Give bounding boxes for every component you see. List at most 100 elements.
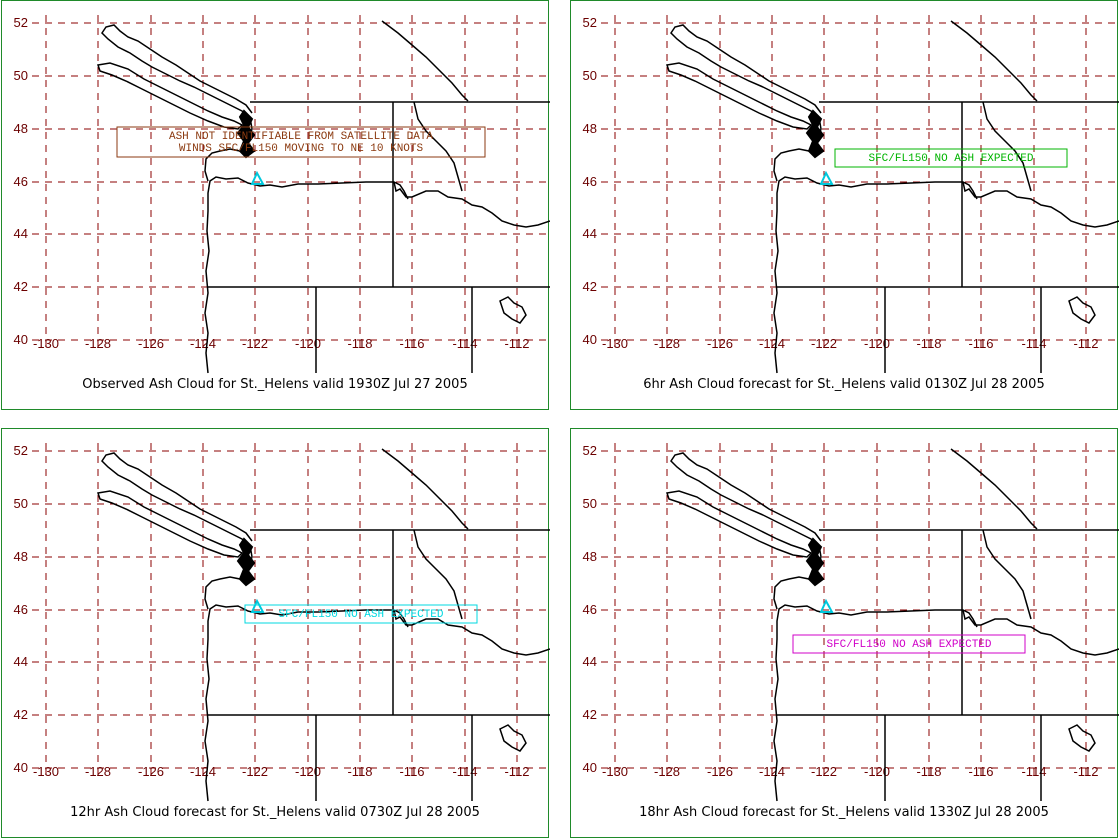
lon-label: -112 xyxy=(1073,336,1098,351)
lat-label: 42 xyxy=(14,707,28,722)
vancouver-island xyxy=(97,62,244,130)
lon-label: -118 xyxy=(916,336,941,351)
lake-outline xyxy=(1068,724,1096,752)
lat-label: 52 xyxy=(583,15,597,30)
ash-panel-18hr: 52 50 48 46 44 42 40 -130 -128 -126 -124 -122 -120 -1… xyxy=(570,428,1119,838)
lat-label: 44 xyxy=(583,654,597,669)
lat-label: 42 xyxy=(14,279,28,294)
lon-label: -124 xyxy=(759,336,785,351)
lon-label: -122 xyxy=(242,764,268,779)
lat-label: 46 xyxy=(583,174,597,189)
map-boundary xyxy=(773,176,978,374)
lat-label: 44 xyxy=(583,226,597,241)
lon-label: -124 xyxy=(190,336,216,351)
lon-label: -118 xyxy=(347,336,372,351)
lat-label: 40 xyxy=(583,332,597,347)
map-boundary xyxy=(393,609,550,656)
lat-label: 48 xyxy=(583,121,597,136)
lon-label: -130 xyxy=(602,336,628,351)
map-boundary xyxy=(773,604,978,802)
lon-label: -116 xyxy=(399,764,424,779)
map-boundary xyxy=(962,181,1119,228)
lat-label: 44 xyxy=(14,654,28,669)
lon-label: -120 xyxy=(295,336,321,351)
map-6hr: 52 50 48 46 44 42 40 -130 -128 -126 -124 -122 -120 -1… xyxy=(583,15,1119,374)
lon-label: -128 xyxy=(85,764,111,779)
lon-label: -122 xyxy=(811,336,837,351)
ash-message-box xyxy=(834,148,1068,168)
lat-label: 42 xyxy=(583,707,597,722)
lon-label: -122 xyxy=(811,764,837,779)
lon-label: -128 xyxy=(85,336,111,351)
map-observed: 52 50 48 46 44 42 40 -130 -128 -126 -124 -122 -120 -1… xyxy=(14,15,550,374)
lon-label: -124 xyxy=(759,764,785,779)
ash-message-text: SFC/FL150 NO ASH EXPECTED xyxy=(278,609,443,621)
volcano-icon xyxy=(819,598,834,613)
lon-label: -126 xyxy=(707,336,733,351)
map-boundary xyxy=(670,452,822,610)
lake-outline xyxy=(499,724,527,752)
volcano-icon xyxy=(250,598,265,613)
panel-caption: 6hr Ash Cloud forecast for St._Helens va… xyxy=(643,377,1045,392)
panel-caption: 12hr Ash Cloud forecast for St._Helens v… xyxy=(70,805,480,820)
lon-label: -112 xyxy=(1073,764,1098,779)
map-boundary xyxy=(950,20,1038,102)
ash-panel-12hr: 52 50 48 46 44 42 40 -130 -128 -126 -124 -122 -120 -1… xyxy=(1,428,550,838)
lon-label: -114 xyxy=(1021,764,1046,779)
lon-label: -112 xyxy=(504,336,529,351)
ash-message-text: SFC/FL150 NO ASH EXPECTED xyxy=(826,639,991,651)
lon-label: -130 xyxy=(602,764,628,779)
volcano-icon xyxy=(250,170,265,185)
lon-label: -120 xyxy=(864,764,890,779)
map-boundary xyxy=(982,101,1032,192)
panel-caption: 18hr Ash Cloud forecast for St._Helens v… xyxy=(639,805,1049,820)
map-boundary xyxy=(413,529,463,620)
lon-label: -128 xyxy=(654,336,680,351)
ash-panel-observed: 52 50 48 46 44 42 40 -130 -128 -126 -124 -122 -120 -1… xyxy=(1,0,550,410)
lat-label: 48 xyxy=(14,121,28,136)
map-boundary xyxy=(670,24,822,182)
puget-sound xyxy=(236,537,256,587)
lon-label: -114 xyxy=(452,336,477,351)
ash-message-box xyxy=(244,604,478,624)
lat-label: 48 xyxy=(14,549,28,564)
map-boundary xyxy=(101,24,253,182)
lon-label: -124 xyxy=(190,764,216,779)
puget-sound xyxy=(805,109,825,159)
lat-label: 42 xyxy=(583,279,597,294)
lat-label: 50 xyxy=(14,496,28,511)
ash-message-text: WINDS SFC/FL150 MOVING TO NE 10 KNOTS xyxy=(179,143,424,155)
map-boundary xyxy=(777,101,1119,373)
lon-label: -128 xyxy=(654,764,680,779)
lat-label: 46 xyxy=(14,174,28,189)
map-boundary xyxy=(777,529,1119,801)
map-boundary xyxy=(204,604,409,802)
lon-label: -130 xyxy=(33,764,59,779)
map-18hr: 52 50 48 46 44 42 40 -130 -128 -126 -124 -122 -120 -1… xyxy=(583,443,1119,802)
ash-message-text: SFC/FL150 NO ASH EXPECTED xyxy=(868,153,1033,165)
lon-label: -116 xyxy=(968,336,993,351)
map-boundary xyxy=(381,20,469,102)
ash-message-box xyxy=(792,634,1026,654)
lat-label: 50 xyxy=(583,68,597,83)
vancouver-island xyxy=(666,62,813,130)
lon-label: -126 xyxy=(138,336,164,351)
lake-outline xyxy=(1068,296,1096,324)
lat-label: 50 xyxy=(14,68,28,83)
map-boundary xyxy=(950,448,1038,530)
ash-message-text: ASH NOT IDENTIFIABLE FROM SATELLITE DATA xyxy=(169,131,433,143)
panel-caption: Observed Ash Cloud for St._Helens valid … xyxy=(82,377,468,392)
map-boundary xyxy=(208,529,550,801)
volcano-icon xyxy=(819,170,834,185)
lat-label: 48 xyxy=(583,549,597,564)
ash-panel-6hr: 52 50 48 46 44 42 40 -130 -128 -126 -124 -122 -120 -1… xyxy=(570,0,1119,410)
map-boundary xyxy=(962,609,1119,656)
lon-label: -114 xyxy=(1021,336,1046,351)
lon-label: -126 xyxy=(707,764,733,779)
lon-label: -116 xyxy=(399,336,424,351)
lat-label: 52 xyxy=(14,15,28,30)
lon-label: -118 xyxy=(347,764,372,779)
lake-outline xyxy=(499,296,527,324)
map-boundary xyxy=(204,176,409,374)
lon-label: -118 xyxy=(916,764,941,779)
